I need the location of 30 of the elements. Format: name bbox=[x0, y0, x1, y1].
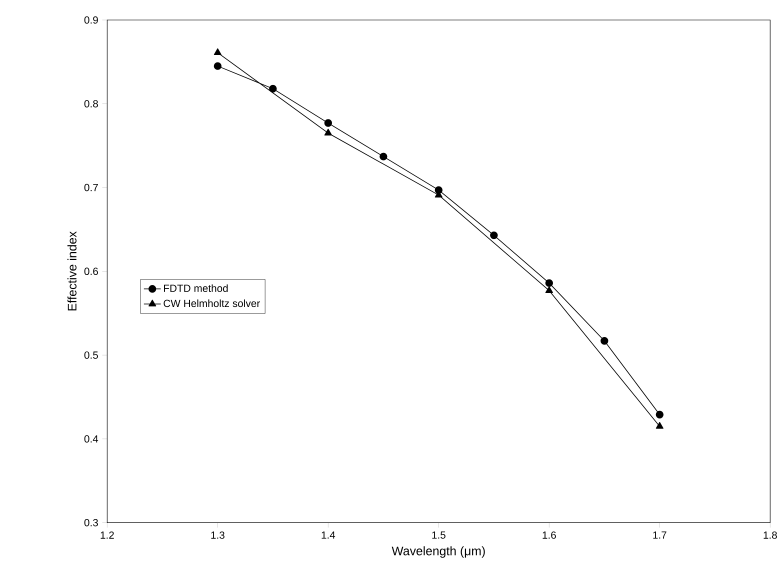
point bbox=[380, 152, 388, 160]
point bbox=[656, 422, 664, 429]
y-axis-title: Effective index bbox=[67, 231, 77, 310]
x-tick-label: 1.4 bbox=[322, 531, 336, 539]
point bbox=[324, 128, 332, 136]
point bbox=[656, 410, 664, 418]
legend-label: FDTD method bbox=[164, 284, 228, 292]
y-tick-label: 0.5 bbox=[84, 351, 98, 359]
x-tick-label: 1.5 bbox=[432, 531, 446, 539]
x-axis-title: Wavelength (μm) bbox=[392, 546, 485, 558]
point bbox=[269, 84, 277, 93]
y-tick-label: 0.3 bbox=[84, 518, 98, 526]
x-tick-label: 1.7 bbox=[653, 531, 666, 539]
point bbox=[545, 279, 554, 287]
y-tick-label: 0.9 bbox=[84, 16, 98, 24]
y-tick-label: 0.7 bbox=[84, 184, 98, 192]
point bbox=[324, 119, 332, 127]
x-tick-label: 1.2 bbox=[100, 531, 114, 539]
x-tick-label: 1.8 bbox=[764, 531, 777, 539]
y-tick-label: 0.4 bbox=[84, 435, 98, 443]
point bbox=[600, 336, 608, 345]
point bbox=[214, 48, 222, 56]
point bbox=[490, 231, 498, 240]
point bbox=[214, 62, 222, 70]
x-tick-label: 1.3 bbox=[211, 531, 224, 539]
x-tick-label: 1.6 bbox=[542, 531, 556, 539]
y-tick-label: 0.8 bbox=[84, 100, 98, 108]
legend-label: CW Helmholtz solver bbox=[164, 299, 260, 308]
y-tick-label: 0.6 bbox=[84, 268, 98, 275]
point bbox=[545, 286, 553, 293]
